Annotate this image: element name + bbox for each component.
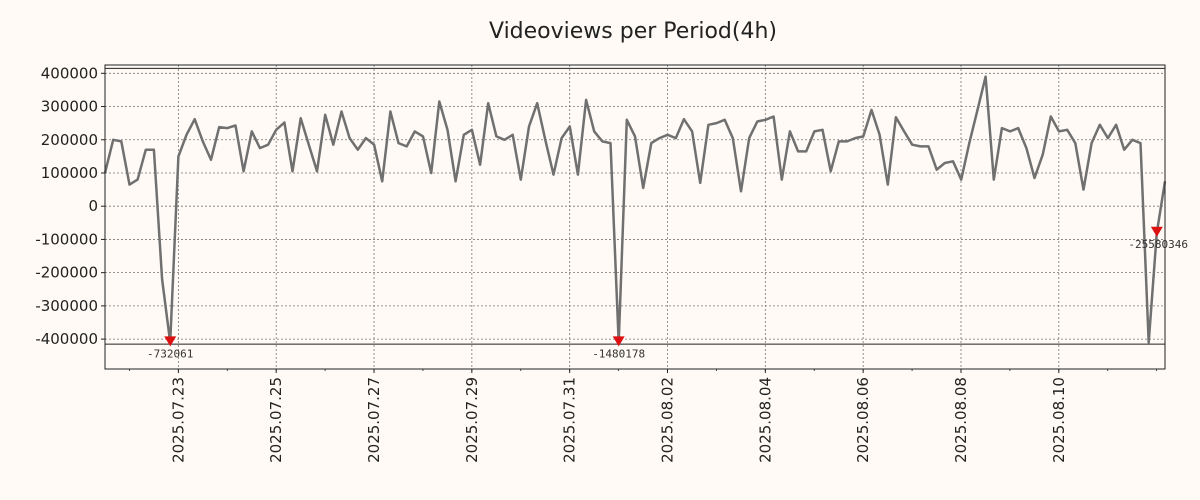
reference-lines: [105, 67, 1165, 345]
y-axis: 400000 300000 200000 100000 0 -100000 -200000 -…: [35, 64, 105, 348]
marker-label: -1480178: [592, 347, 645, 360]
y-tick-label: 0: [88, 197, 98, 215]
y-tick-label: 100000: [41, 164, 98, 182]
y-tick-label: 400000: [41, 64, 98, 82]
videoviews-line: [103, 75, 1167, 344]
y-tick-label: -200000: [35, 264, 98, 282]
min-marker: [164, 336, 177, 347]
x-tick-label: 2025.08.08: [952, 377, 970, 463]
series-layer: [103, 75, 1167, 344]
x-tick-label: 2025.08.04: [756, 377, 774, 463]
plot-frame: [104, 64, 1166, 370]
y-tick-label: 200000: [41, 131, 98, 149]
min-marker: [1150, 226, 1163, 237]
x-tick-label: 2025.08.02: [659, 377, 677, 463]
y-tick-label: 300000: [41, 98, 98, 116]
x-axis: 2025.07.23 2025.07.25 2025.07.27 2025.07.29…: [129, 369, 1158, 463]
marker-label: -25580346: [1128, 238, 1188, 251]
markers-layer: -732061 -1480178 -25580346: [147, 226, 1188, 360]
min-marker: [612, 336, 625, 347]
chart-title: Videoviews per Period(4h): [489, 19, 777, 44]
x-tick-label: 2025.07.25: [267, 377, 285, 463]
marker-label: -732061: [147, 347, 193, 360]
x-tick-label: 2025.08.06: [854, 377, 872, 463]
x-tick-label: 2025.07.23: [169, 377, 187, 463]
y-tick-label: -300000: [35, 297, 98, 315]
y-tick-label: -100000: [35, 230, 98, 248]
x-tick-label: 2025.07.27: [365, 377, 383, 463]
x-tick-label: 2025.07.31: [561, 377, 579, 463]
x-tick-label: 2025.08.10: [1050, 377, 1068, 463]
x-tick-label: 2025.07.29: [463, 377, 481, 463]
grid-lines: [105, 65, 1165, 369]
y-tick-label: -400000: [35, 330, 98, 348]
